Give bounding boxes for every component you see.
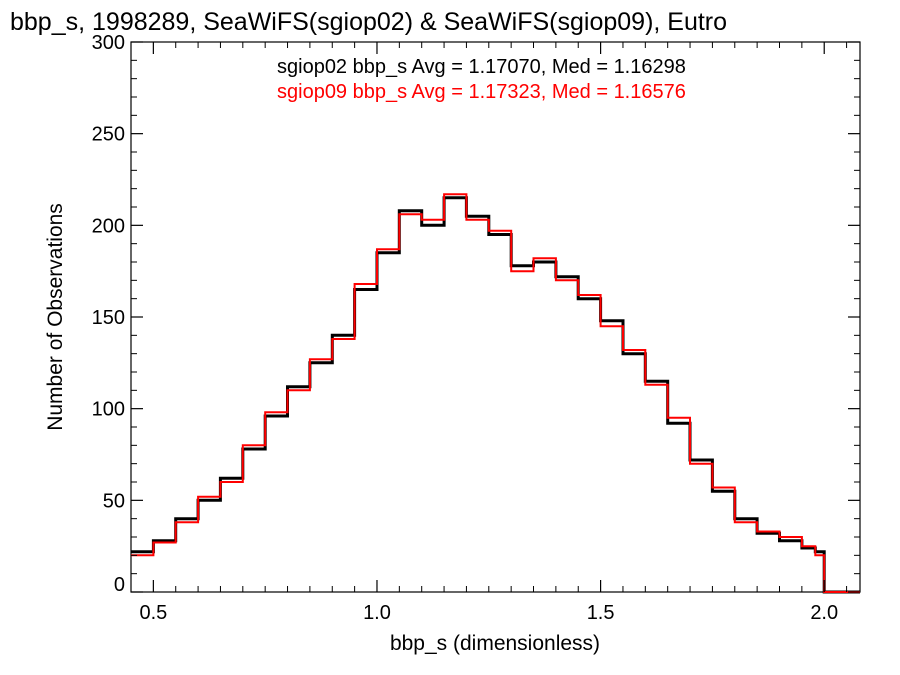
x-tick-label-3: 2.0	[810, 602, 838, 624]
y-tick-label-1: 50	[103, 490, 125, 512]
x-axis-label: bbp_s (dimensionless)	[390, 632, 600, 655]
annotation-sgiop09: sgiop09 bbp_s Avg = 1.17323, Med = 1.165…	[277, 81, 686, 103]
y-tick-label-6: 300	[92, 32, 125, 54]
series-line-1	[131, 193, 860, 593]
plot-frame	[130, 41, 861, 593]
annotation-sgiop02: sgiop02 bbp_s Avg = 1.17070, Med = 1.162…	[277, 56, 686, 78]
y-tick-label-0: 0	[114, 574, 125, 596]
axis-layer: 0 50 100 150 200 250 300 0.5 1.0 1.5 2.0	[92, 32, 860, 624]
chart-title: bbp_s, 1998289, SeaWiFS(sgiop02) & SeaWi…	[10, 8, 727, 36]
x-tick-label-2: 1.5	[587, 602, 615, 624]
y-tick-label-5: 250	[92, 124, 125, 146]
y-tick-label-3: 150	[92, 307, 125, 329]
y-axis-label: Number of Observations	[44, 203, 67, 431]
series-line-0	[131, 196, 860, 594]
y-tick-label-2: 100	[92, 399, 125, 421]
y-tick-label-4: 200	[92, 215, 125, 237]
x-tick-label-1: 1.0	[363, 602, 391, 624]
series-layer	[131, 193, 860, 594]
x-tick-label-0: 0.5	[139, 602, 167, 624]
